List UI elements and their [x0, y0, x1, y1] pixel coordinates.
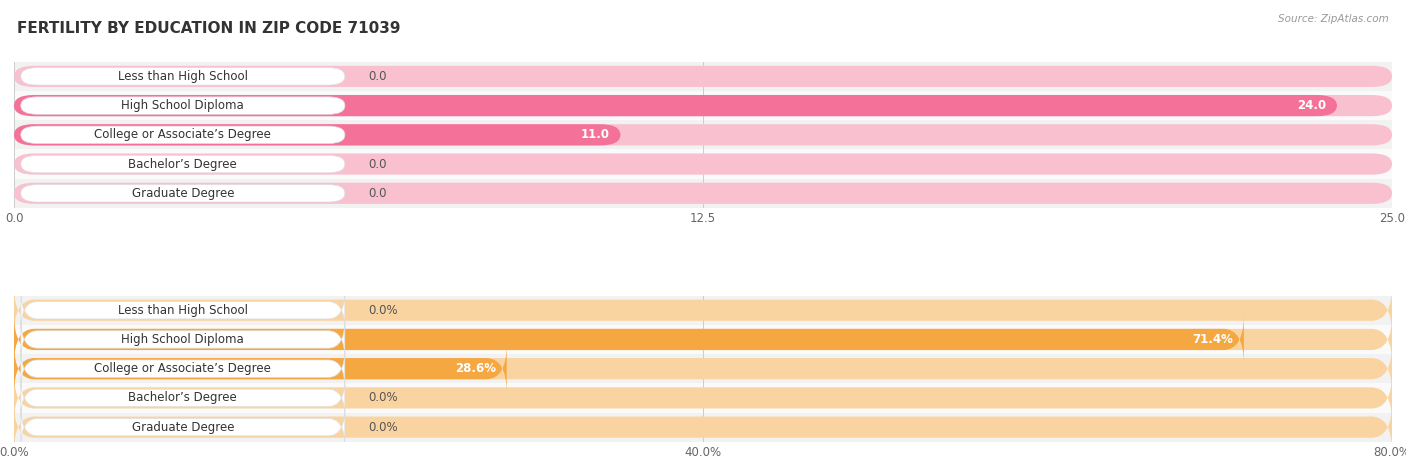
FancyBboxPatch shape [14, 412, 1392, 442]
FancyBboxPatch shape [14, 95, 1337, 116]
FancyBboxPatch shape [14, 62, 1392, 91]
Text: 71.4%: 71.4% [1192, 333, 1233, 346]
FancyBboxPatch shape [14, 124, 620, 145]
FancyBboxPatch shape [14, 295, 1392, 325]
FancyBboxPatch shape [14, 325, 1392, 354]
FancyBboxPatch shape [14, 66, 1392, 87]
Text: High School Diploma: High School Diploma [121, 99, 245, 112]
FancyBboxPatch shape [14, 344, 1392, 393]
FancyBboxPatch shape [14, 383, 1392, 412]
FancyBboxPatch shape [21, 126, 344, 143]
Text: High School Diploma: High School Diploma [121, 333, 245, 346]
FancyBboxPatch shape [14, 344, 506, 393]
FancyBboxPatch shape [21, 349, 344, 388]
Text: Bachelor’s Degree: Bachelor’s Degree [128, 391, 238, 404]
Text: 0.0: 0.0 [368, 187, 387, 200]
Text: College or Associate’s Degree: College or Associate’s Degree [94, 128, 271, 142]
Text: 0.0: 0.0 [368, 158, 387, 171]
FancyBboxPatch shape [21, 67, 344, 85]
Text: Less than High School: Less than High School [118, 70, 247, 83]
FancyBboxPatch shape [14, 91, 1392, 120]
FancyBboxPatch shape [14, 95, 1392, 116]
FancyBboxPatch shape [14, 150, 1392, 179]
FancyBboxPatch shape [21, 185, 344, 202]
Text: College or Associate’s Degree: College or Associate’s Degree [94, 362, 271, 375]
Text: 24.0: 24.0 [1296, 99, 1326, 112]
FancyBboxPatch shape [21, 97, 344, 114]
FancyBboxPatch shape [14, 403, 1392, 452]
FancyBboxPatch shape [21, 320, 344, 359]
Text: 0.0%: 0.0% [368, 304, 398, 317]
FancyBboxPatch shape [14, 124, 1392, 145]
FancyBboxPatch shape [14, 286, 1392, 335]
Text: 28.6%: 28.6% [454, 362, 496, 375]
FancyBboxPatch shape [14, 315, 1244, 364]
FancyBboxPatch shape [14, 153, 1392, 175]
FancyBboxPatch shape [21, 408, 344, 446]
FancyBboxPatch shape [14, 179, 1392, 208]
Text: 0.0%: 0.0% [368, 391, 398, 404]
FancyBboxPatch shape [21, 291, 344, 330]
FancyBboxPatch shape [14, 373, 1392, 422]
FancyBboxPatch shape [14, 183, 1392, 204]
FancyBboxPatch shape [21, 379, 344, 417]
FancyBboxPatch shape [14, 315, 1392, 364]
Text: Graduate Degree: Graduate Degree [132, 421, 235, 434]
Text: FERTILITY BY EDUCATION IN ZIP CODE 71039: FERTILITY BY EDUCATION IN ZIP CODE 71039 [17, 21, 401, 37]
FancyBboxPatch shape [14, 120, 1392, 150]
Text: 11.0: 11.0 [581, 128, 609, 142]
Text: Bachelor’s Degree: Bachelor’s Degree [128, 158, 238, 171]
Text: Graduate Degree: Graduate Degree [132, 187, 235, 200]
Text: 0.0%: 0.0% [368, 421, 398, 434]
Text: Source: ZipAtlas.com: Source: ZipAtlas.com [1278, 14, 1389, 24]
Text: 0.0: 0.0 [368, 70, 387, 83]
FancyBboxPatch shape [21, 155, 344, 173]
Text: Less than High School: Less than High School [118, 304, 247, 317]
FancyBboxPatch shape [14, 354, 1392, 383]
